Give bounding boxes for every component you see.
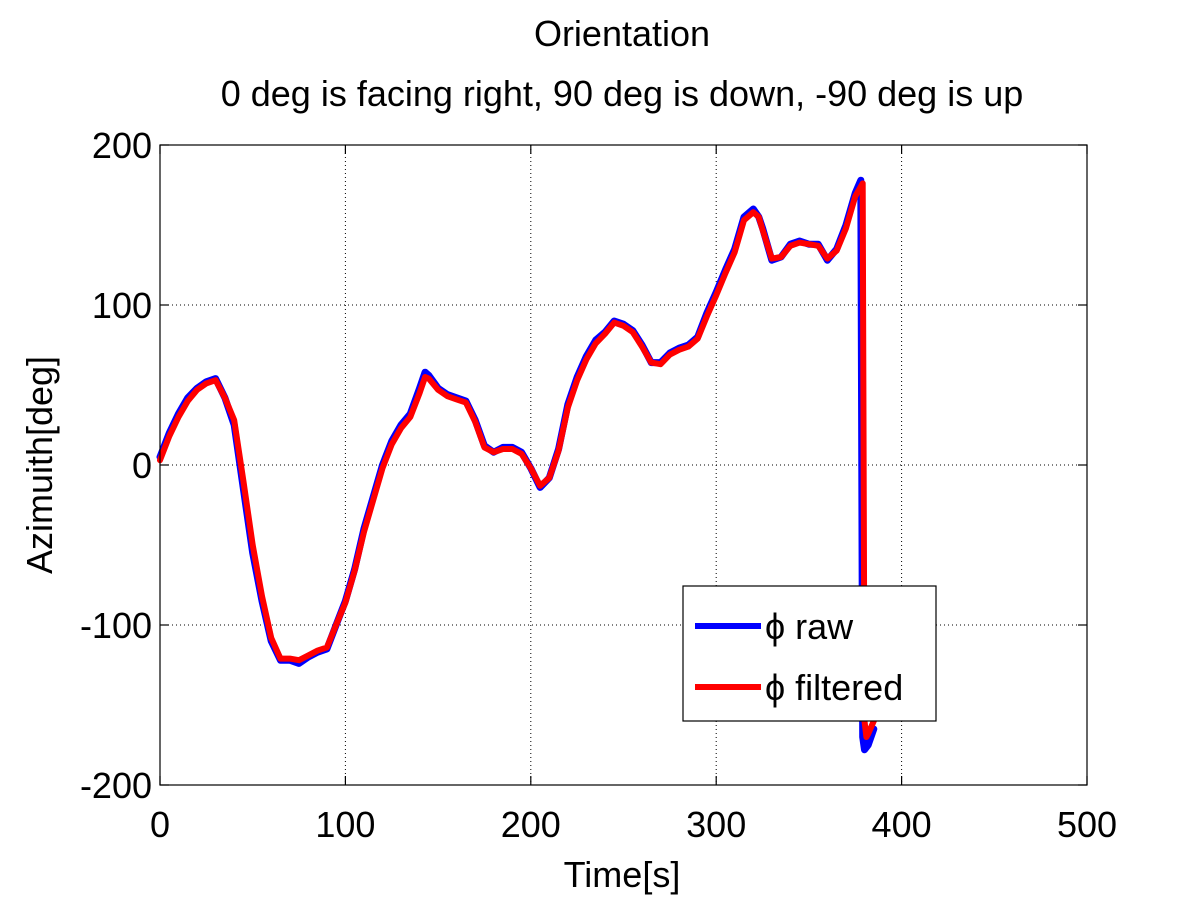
y-tick-label: 100 [92, 285, 152, 326]
x-tick-labels: 0 100 200 300 400 500 [150, 804, 1117, 845]
legend-label-raw: ϕ raw [765, 606, 854, 647]
series-line-filtered [157, 180, 877, 740]
chart-title: Orientation [534, 13, 710, 54]
y-tick-labels: -200 -100 0 100 200 [80, 125, 152, 806]
x-tick-label: 400 [872, 804, 932, 845]
y-tick-label: -200 [80, 765, 152, 806]
x-tick-label: 0 [150, 804, 170, 845]
legend: ϕ raw ϕ filtered [682, 585, 937, 722]
y-axis-label: Azimuith[deg] [19, 356, 60, 574]
x-tick-label: 300 [686, 804, 746, 845]
legend-box [682, 585, 937, 722]
x-axis-label: Time[s] [564, 854, 681, 895]
series-layer [156, 176, 878, 754]
y-tick-label: 0 [132, 445, 152, 486]
legend-label-filtered: ϕ filtered [765, 667, 903, 708]
x-tick-label: 500 [1057, 804, 1117, 845]
tick-marks [159, 144, 1088, 786]
plot-area [160, 145, 1087, 785]
y-tick-label: -100 [80, 605, 152, 646]
y-tick-label: 200 [92, 125, 152, 166]
x-tick-label: 100 [315, 804, 375, 845]
chart-subtitle: 0 deg is facing right, 90 deg is down, -… [221, 73, 1024, 114]
x-tick-label: 200 [501, 804, 561, 845]
